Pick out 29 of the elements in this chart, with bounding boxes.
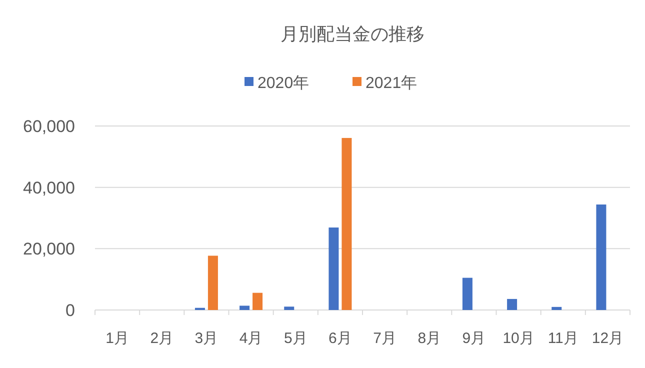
bar: [552, 306, 562, 310]
bar: [596, 204, 606, 310]
y-tick-label: 20,000: [23, 240, 75, 259]
legend-label: 2020年: [258, 75, 310, 92]
bar: [252, 292, 263, 310]
x-tick-label: 7月: [373, 330, 396, 347]
bar: [342, 138, 352, 310]
legend-label: 2021年: [366, 75, 418, 92]
x-tick-label: 8月: [418, 330, 442, 347]
bar: [240, 306, 250, 310]
x-tick-label: 12月: [592, 330, 624, 347]
x-tick-label: 6月: [328, 330, 352, 347]
x-tick-label: 2月: [150, 330, 174, 347]
x-tick-label: 4月: [239, 330, 263, 347]
bar: [328, 228, 339, 310]
bar: [208, 256, 218, 310]
x-tick-label: 3月: [194, 330, 218, 347]
y-tick-label: 40,000: [23, 178, 75, 198]
x-tick-label: 10月: [502, 330, 534, 347]
y-tick-label: 60,000: [23, 117, 75, 136]
bar: [507, 298, 518, 310]
x-tick-label: 9月: [462, 330, 486, 347]
x-tick-label: 5月: [284, 330, 308, 347]
bar: [462, 278, 472, 310]
x-tick-label: 11月: [548, 330, 578, 347]
x-tick-label: 1月: [106, 330, 129, 347]
y-tick-label: 0: [66, 301, 75, 320]
chart-title: 月別配当金の推移: [280, 24, 424, 44]
bar: [284, 306, 294, 310]
